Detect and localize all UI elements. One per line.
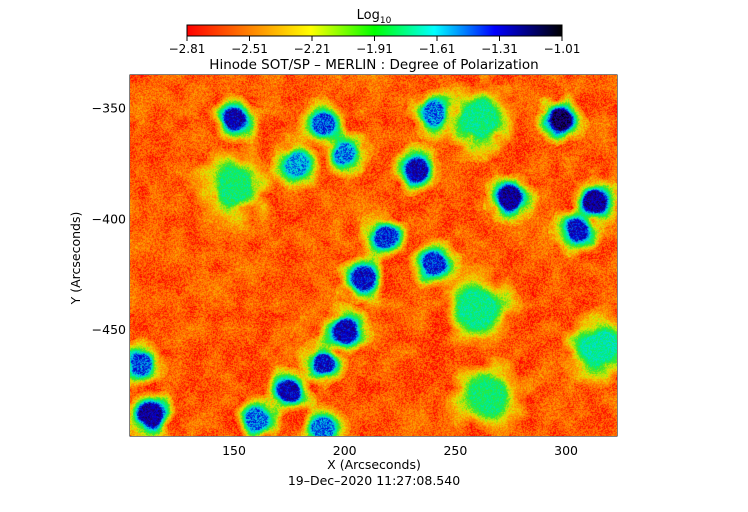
x-tick-label: 300 <box>554 443 578 458</box>
colorbar-tick-label: −1.91 <box>356 42 393 56</box>
y-axis-label: Y (Arcseconds) <box>68 212 83 306</box>
y-axis-ticks: −350 −400 −450 <box>92 101 617 337</box>
colorbar: Log10 −2.81 −2.51 −2.21 −1.91 −1.61 −1.31 −1.0… <box>169 8 581 56</box>
chart-title: Hinode SOT/SP – MERLIN : Degree of Polar… <box>209 57 538 73</box>
colorbar-tick-label: −1.61 <box>419 42 456 56</box>
colorbar-tick-label: −1.01 <box>544 42 581 56</box>
y-tick-label: −450 <box>92 322 126 337</box>
y-tick-label: −350 <box>92 101 126 116</box>
colorbar-tick-label: −1.31 <box>481 42 518 56</box>
colorbar-tick-label: −2.51 <box>231 42 268 56</box>
colorbar-tick-label: −2.81 <box>169 42 206 56</box>
colorbar-ticks: −2.81 −2.51 −2.21 −1.91 −1.61 −1.31 −1.01 <box>169 36 581 56</box>
colorbar-title: Log10 <box>357 8 392 26</box>
y-tick-label: −400 <box>92 211 126 226</box>
x-tick-label: 150 <box>222 443 246 458</box>
colorbar-bar <box>186 24 563 37</box>
timestamp: 19–Dec–2020 11:27:08.540 <box>288 473 460 488</box>
x-tick-label: 200 <box>333 443 357 458</box>
polarization-map <box>130 75 617 436</box>
x-axis-label: X (Arcseconds) <box>327 457 421 472</box>
x-tick-label: 250 <box>443 443 467 458</box>
colorbar-tick-label: −2.21 <box>294 42 331 56</box>
